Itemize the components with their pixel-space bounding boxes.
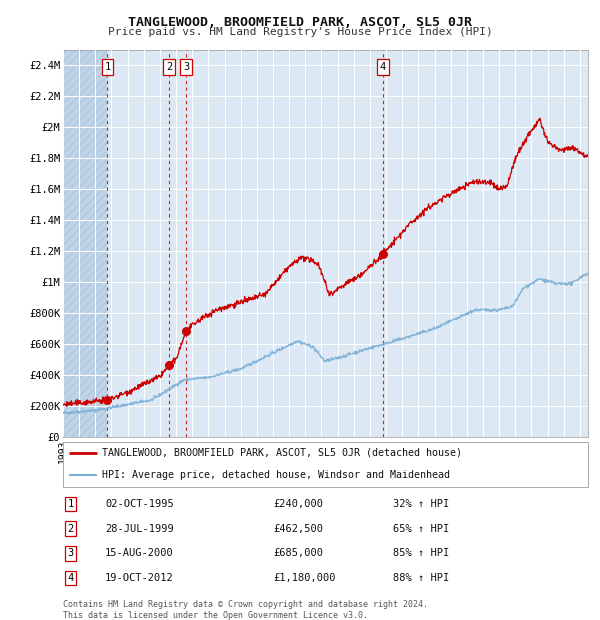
Text: £685,000: £685,000 [273, 548, 323, 558]
Text: 15-AUG-2000: 15-AUG-2000 [105, 548, 174, 558]
Text: 19-OCT-2012: 19-OCT-2012 [105, 573, 174, 583]
Text: 32% ↑ HPI: 32% ↑ HPI [393, 499, 449, 509]
Bar [63, 50, 107, 437]
Text: 02-OCT-1995: 02-OCT-1995 [105, 499, 174, 509]
Text: TANGLEWOOD, BROOMFIELD PARK, ASCOT, SL5 0JR: TANGLEWOOD, BROOMFIELD PARK, ASCOT, SL5 … [128, 16, 472, 29]
Text: £240,000: £240,000 [273, 499, 323, 509]
Text: 2: 2 [166, 62, 172, 72]
Text: 85% ↑ HPI: 85% ↑ HPI [393, 548, 449, 558]
Text: Contains HM Land Registry data © Crown copyright and database right 2024.: Contains HM Land Registry data © Crown c… [63, 600, 428, 609]
Text: This data is licensed under the Open Government Licence v3.0.: This data is licensed under the Open Gov… [63, 611, 368, 619]
Text: Price paid vs. HM Land Registry's House Price Index (HPI): Price paid vs. HM Land Registry's House … [107, 27, 493, 37]
Text: 1: 1 [68, 499, 74, 509]
Text: 3: 3 [68, 548, 74, 558]
Text: 88% ↑ HPI: 88% ↑ HPI [393, 573, 449, 583]
Text: 3: 3 [183, 62, 189, 72]
Text: HPI: Average price, detached house, Windsor and Maidenhead: HPI: Average price, detached house, Wind… [103, 470, 451, 480]
Text: 2: 2 [68, 524, 74, 534]
Text: £462,500: £462,500 [273, 524, 323, 534]
FancyBboxPatch shape [63, 442, 588, 487]
Text: 4: 4 [380, 62, 386, 72]
Text: TANGLEWOOD, BROOMFIELD PARK, ASCOT, SL5 0JR (detached house): TANGLEWOOD, BROOMFIELD PARK, ASCOT, SL5 … [103, 448, 463, 458]
Text: 65% ↑ HPI: 65% ↑ HPI [393, 524, 449, 534]
Text: £1,180,000: £1,180,000 [273, 573, 335, 583]
Text: 28-JUL-1999: 28-JUL-1999 [105, 524, 174, 534]
Text: 1: 1 [104, 62, 110, 72]
Text: 4: 4 [68, 573, 74, 583]
